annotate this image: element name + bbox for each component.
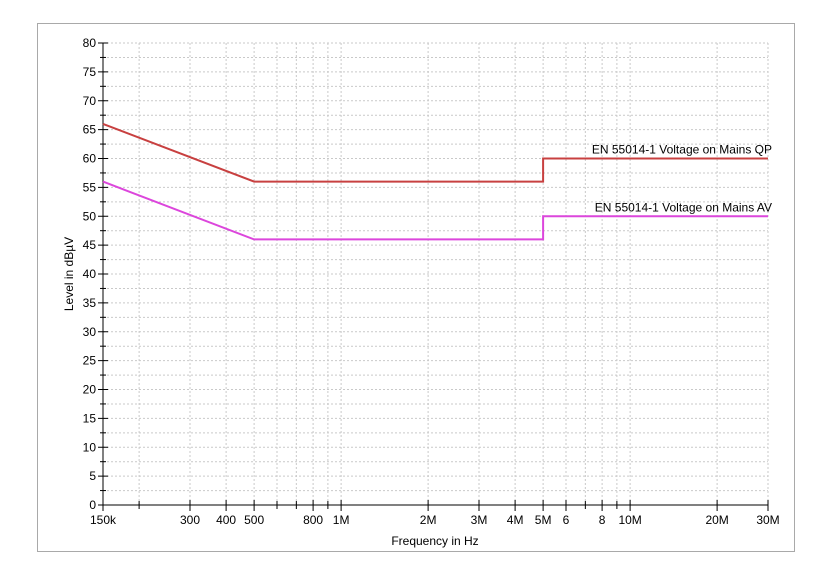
axes-layer	[98, 42, 769, 511]
tick-label-layer: 0 5 10 15 20 25 30 35 40 45 50 55 60 65 70 75 80 150k 300 4…	[83, 36, 780, 527]
y-tick-label: 50	[83, 209, 97, 223]
series-label-qp: EN 55014-1 Voltage on Mains QP	[592, 143, 772, 157]
x-tick-label: 6	[563, 513, 570, 527]
x-axis-title: Frequency in Hz	[391, 534, 478, 548]
series-layer	[102, 122, 768, 241]
y-tick-label: 80	[83, 36, 97, 50]
x-tick-label: 10M	[618, 513, 641, 527]
y-tick-label: 55	[83, 180, 97, 194]
x-tick-label: 1M	[333, 513, 350, 527]
x-tick-label: 8	[599, 513, 606, 527]
x-tick-label: 30M	[756, 513, 779, 527]
x-tick-label: 2M	[420, 513, 437, 527]
series-line-qp	[102, 122, 768, 183]
y-tick-label: 75	[83, 65, 97, 79]
y-tick-label: 20	[83, 383, 97, 397]
y-tick-label: 15	[83, 411, 97, 425]
x-tick-label: 800	[303, 513, 323, 527]
series-label-av: EN 55014-1 Voltage on Mains AV	[595, 200, 772, 214]
series-line-av	[102, 180, 768, 241]
x-tick-label: 400	[216, 513, 236, 527]
x-tick-label: 20M	[705, 513, 728, 527]
y-tick-label: 10	[83, 440, 97, 454]
x-tick-label: 150k	[90, 513, 117, 527]
chart-frame	[37, 23, 795, 552]
y-tick-label: 45	[83, 238, 97, 252]
x-tick-label: 300	[180, 513, 200, 527]
y-tick-label: 70	[83, 94, 97, 108]
y-tick-label: 35	[83, 296, 97, 310]
y-tick-label: 25	[83, 354, 97, 368]
y-tick-label: 5	[89, 469, 96, 483]
x-tick-label: 500	[244, 513, 264, 527]
x-tick-label: 4M	[507, 513, 524, 527]
y-tick-label: 30	[83, 325, 97, 339]
y-tick-label: 0	[89, 498, 96, 512]
y-tick-label: 60	[83, 152, 97, 166]
y-tick-label: 65	[83, 123, 97, 137]
x-tick-label: 5M	[535, 513, 552, 527]
x-tick-label: 3M	[471, 513, 488, 527]
y-axis-title: Level in dBµV	[62, 237, 76, 311]
grid-layer	[103, 42, 769, 505]
y-tick-label: 40	[83, 267, 97, 281]
